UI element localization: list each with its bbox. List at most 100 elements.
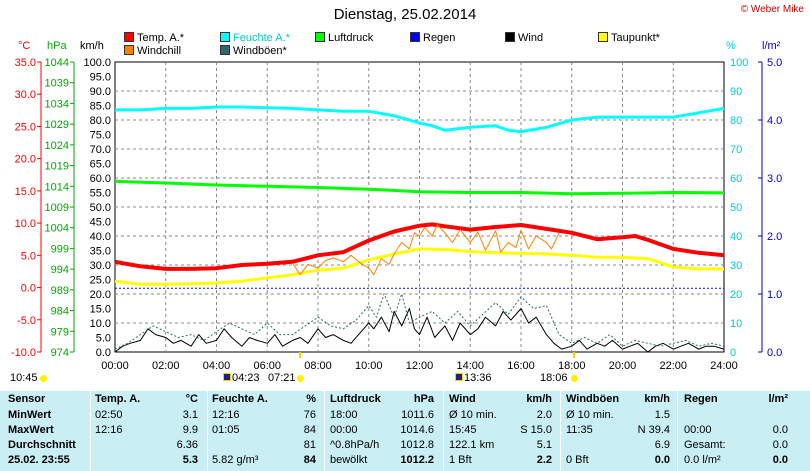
table-cell: 01:05 xyxy=(212,424,240,436)
press-tick-label: 1034 xyxy=(45,98,69,110)
wind-tick-label: 80.0 xyxy=(90,115,111,127)
table-cell: 12:16 xyxy=(212,409,240,421)
temp-tick-label: 5.0 xyxy=(21,250,36,262)
x-tick-label: 12:00 xyxy=(406,360,434,372)
column-divider xyxy=(677,391,678,471)
press-tick-label: 1014 xyxy=(45,181,69,193)
legend-label: Windböen* xyxy=(233,45,287,57)
x-tick-label: 04:00 xyxy=(203,360,231,372)
temp-tick-label: 0.0 xyxy=(21,283,36,295)
table-header-cell: % xyxy=(306,393,316,405)
wind-tick-label: 60.0 xyxy=(90,173,111,185)
legend-item-windchill: Windchill xyxy=(124,45,181,57)
hum-tick-label: 0 xyxy=(730,347,736,359)
x-tick-label: 10:00 xyxy=(355,360,383,372)
legend-label: Taupunkt* xyxy=(611,32,660,44)
press-tick-label: 979 xyxy=(51,326,69,338)
table-cell: 0 Bft xyxy=(566,454,589,466)
press-tick-label: 984 xyxy=(51,306,69,318)
legend-item-gusts: Windböen* xyxy=(220,45,287,57)
hum-tick-label: 100 xyxy=(730,57,748,69)
rain-tick-label: 2.0 xyxy=(767,231,782,243)
legend-swatch xyxy=(315,32,325,42)
sunset-time: 18:06 xyxy=(540,372,568,384)
press-tick-label: 1009 xyxy=(45,202,69,214)
legend-item-press: Luftdruck xyxy=(315,32,373,44)
hum-tick-label: 60 xyxy=(730,173,742,185)
hum-tick-label: 40 xyxy=(730,231,742,243)
table-cell: Ø 10 min. xyxy=(566,409,614,421)
table-header-cell: l/m² xyxy=(768,393,788,405)
table-header-cell: Regen xyxy=(684,393,718,405)
press-tick-label: 1029 xyxy=(45,119,69,131)
series-line xyxy=(114,293,725,350)
table-header-cell: Luftdruck xyxy=(330,393,381,405)
legend-swatch xyxy=(220,32,230,42)
temp-tick-label: 35.0 xyxy=(15,57,36,69)
table-row-label: Durchschnitt xyxy=(8,439,76,451)
series-line xyxy=(114,222,725,271)
table-cell: 1 Bft xyxy=(449,454,472,466)
table-cell: 0.0 xyxy=(654,454,670,466)
table-cell: 2.0 xyxy=(536,409,552,421)
table-row-label: MinWert xyxy=(8,409,52,421)
wind-tick-label: 45.0 xyxy=(90,217,111,229)
legend-label: Regen xyxy=(423,32,456,44)
series-line xyxy=(114,179,725,196)
table-cell: 1011.6 xyxy=(401,409,434,421)
table-header-cell: Wind xyxy=(449,393,476,405)
legend-label: Wind xyxy=(518,32,544,44)
wind-tick-label: 100.0 xyxy=(83,57,111,69)
table-cell: 5.82 g/m³ xyxy=(212,454,259,466)
table-cell: 5.1 xyxy=(536,439,552,451)
temp-axis-unit: °C xyxy=(18,40,31,52)
press-tick-label: 1024 xyxy=(45,140,69,152)
table-cell: 6.9 xyxy=(654,439,670,451)
wind-tick-label: 35.0 xyxy=(90,246,111,258)
table-cell: S 15.0 xyxy=(520,424,552,436)
table-cell: 2.2 xyxy=(536,454,552,466)
temp-tick-label: -10.0 xyxy=(11,347,36,359)
temp-tick-label: 20.0 xyxy=(15,154,36,166)
table-cell: N 39.4 xyxy=(637,424,670,436)
hum-tick-label: 70 xyxy=(730,144,742,156)
column-divider xyxy=(560,391,561,471)
table-header-cell: km/h xyxy=(644,393,670,405)
table-cell: Ø 10 min. xyxy=(449,409,497,421)
x-tick-label: 08:00 xyxy=(304,360,332,372)
series-line xyxy=(114,308,725,353)
wind-tick-label: 30.0 xyxy=(90,260,111,272)
x-tick-label: 14:00 xyxy=(456,360,484,372)
x-tick-label: 24:00 xyxy=(710,360,738,372)
legend-swatch xyxy=(124,32,134,42)
temp-tick-label: 25.0 xyxy=(15,121,36,133)
sunrise-time: 07:21 xyxy=(268,372,296,384)
table-header-cell: °C xyxy=(185,393,198,405)
legend-label: Windchill xyxy=(137,45,182,57)
table-cell: 02:50 xyxy=(95,409,123,421)
x-tick-label: 06:00 xyxy=(253,360,281,372)
rain-tick-label: 3.0 xyxy=(767,173,782,185)
x-tick-label: 22:00 xyxy=(659,360,687,372)
table-header-cell: Feuchte A. xyxy=(212,393,268,405)
x-tick-label: 18:00 xyxy=(558,360,586,372)
hum-tick-label: 90 xyxy=(730,86,742,98)
press-axis-unit: hPa xyxy=(47,40,67,52)
table-cell: 6.36 xyxy=(176,439,198,451)
rain-tick-label: 4.0 xyxy=(767,115,782,127)
table-header-cell: hPa xyxy=(413,393,434,405)
column-divider xyxy=(207,391,208,471)
moonset-time: 04:23 xyxy=(232,372,260,384)
table-cell: 81 xyxy=(303,439,316,451)
sun-icon xyxy=(40,375,47,382)
table-cell: 11:35 xyxy=(566,424,593,436)
table-cell: 0.0 xyxy=(772,454,788,466)
press-tick-label: 999 xyxy=(51,243,69,255)
x-tick-label: 20:00 xyxy=(609,360,637,372)
legend-item-rain: Regen xyxy=(410,32,455,44)
table-cell: 9.9 xyxy=(182,424,198,436)
table-cell: 0.0 l/m² xyxy=(684,454,721,466)
summary-table xyxy=(0,391,810,471)
wind-tick-label: 50.0 xyxy=(90,202,111,214)
hum-tick-label: 30 xyxy=(730,260,742,272)
